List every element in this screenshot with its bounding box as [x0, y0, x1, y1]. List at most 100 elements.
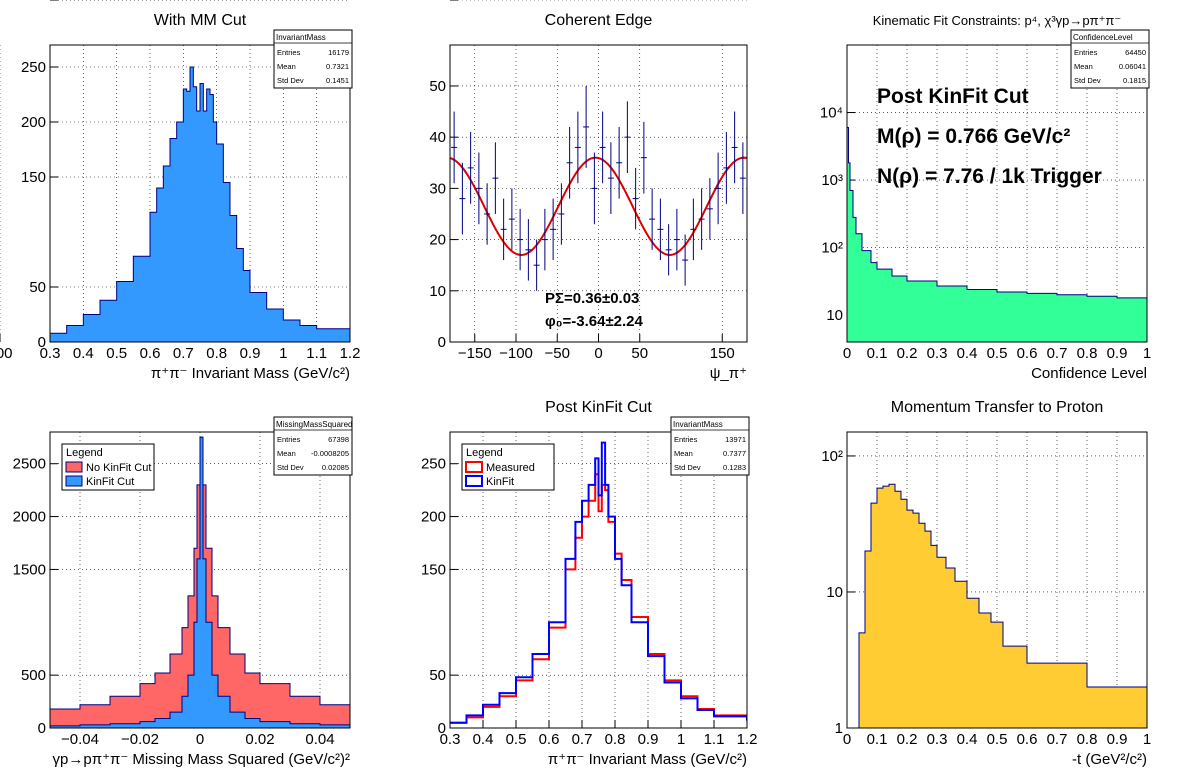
- histogram: [858, 483, 1147, 728]
- y-tick-label: 20: [429, 232, 446, 249]
- stats-value: 0.1451: [326, 76, 349, 85]
- histogram: [847, 127, 1147, 342]
- stats-label: Std Dev: [674, 463, 701, 472]
- x-tick-label: 0.04: [305, 731, 334, 748]
- y-tick-label: 150: [421, 561, 446, 578]
- y-tick-label: 250: [21, 59, 46, 76]
- y-tick-label: 40: [429, 129, 446, 146]
- x-tick-label: −50: [545, 345, 570, 362]
- x-tick-label: 100: [0, 345, 13, 362]
- x-tick-label: 1.2: [340, 345, 361, 362]
- x-axis-label: ψ_π⁺: [710, 365, 747, 382]
- x-tick-label: 0.7: [572, 731, 593, 748]
- y-tick-label: 1000: [13, 0, 46, 4]
- x-tick-label: 0.9: [638, 731, 659, 748]
- chart-title: Coherent Edge: [545, 12, 653, 29]
- stats-label: Mean: [277, 449, 296, 458]
- legend-swatch: [465, 461, 483, 473]
- y-tick-label: 10²: [821, 448, 843, 465]
- stats-box-title: InvariantMass: [673, 420, 723, 429]
- plot-area: [847, 127, 1147, 342]
- panel-6: 0 0.1 0.2 0.3 0.4 0.5 0.6 0.7 0.8 0.9 1 1 10 10² Momen…: [821, 399, 1151, 768]
- x-tick-label: 0.6: [1017, 345, 1038, 362]
- stats-value: 16179: [328, 48, 349, 57]
- stats-value: 0.06041: [1119, 62, 1146, 71]
- stats-label: Entries: [674, 435, 698, 444]
- y-tick-label: 2500: [13, 456, 46, 473]
- stats-value: 0.7321: [326, 62, 349, 71]
- plot-area: [858, 483, 1147, 728]
- stats-label: Std Dev: [277, 76, 304, 85]
- chart-title: Momentum Transfer to Proton: [891, 399, 1104, 416]
- y-tick-label: 2000: [13, 509, 46, 526]
- y-tick-label: 500: [21, 667, 46, 684]
- stats-value: 13971: [725, 435, 746, 444]
- x-axis-label: γp→pπ⁺π⁻ Missing Mass Squared (GeV/c²)²: [53, 751, 350, 768]
- x-tick-label: 0.6: [1017, 731, 1038, 748]
- legend-entry: KinFit: [486, 476, 514, 488]
- x-tick-label: −0.04: [61, 731, 99, 748]
- x-tick-label: 0.6: [539, 731, 560, 748]
- plot-area: [450, 441, 747, 724]
- legend-entry: KinFit Cut: [86, 476, 134, 488]
- stats-value: 0.7377: [723, 449, 746, 458]
- x-tick-label: 0.8: [605, 731, 626, 748]
- x-tick-label: 150: [710, 345, 735, 362]
- legend-title: Legend: [466, 447, 503, 459]
- stats-box: [273, 416, 353, 476]
- x-tick-label: 0.4: [73, 345, 94, 362]
- panel-5: 0.30.40.50.60.70.80.911.11.2050100150200…: [421, 0, 757, 768]
- y-tick-label: 100: [21, 0, 46, 4]
- y-tick-label: 0: [38, 720, 46, 737]
- x-axis-label: Confidence Level: [1031, 365, 1147, 382]
- chart-title: With MM Cut: [154, 12, 247, 29]
- legend-entry: No KinFit Cut: [86, 462, 151, 474]
- y-tick-label: 0: [38, 334, 46, 351]
- x-tick-label: 0: [843, 345, 851, 362]
- result-annotation: M(ρ) = 0.766 GeV/c²: [877, 125, 1070, 148]
- histogram-line-2: [450, 441, 747, 724]
- y-tick-label: 50: [429, 667, 446, 684]
- stats-label: Entries: [277, 48, 301, 57]
- x-tick-label: 0.7: [1047, 731, 1068, 748]
- x-tick-label: 0.6: [140, 345, 161, 362]
- y-tick-label: 10⁴: [820, 105, 843, 122]
- stats-label: Std Dev: [1074, 76, 1101, 85]
- legend-swatch: [65, 475, 83, 487]
- x-tick-label: 1.1: [306, 345, 327, 362]
- x-tick-label: 0.3: [927, 731, 948, 748]
- stats-value: 0.02085: [322, 463, 349, 472]
- x-tick-label: 50: [631, 345, 648, 362]
- x-axis-label: π⁺π⁻ Invariant Mass (GeV/c²): [548, 751, 747, 768]
- stats-label: Entries: [1074, 48, 1098, 57]
- x-tick-label: 0.8: [206, 345, 227, 362]
- x-tick-label: 1: [677, 731, 685, 748]
- x-tick-label: 0.5: [506, 731, 527, 748]
- x-tick-label: 0.8: [1077, 345, 1098, 362]
- fit-annotation: PΣ=0.36±0.03: [545, 290, 639, 307]
- x-tick-label: −100: [499, 345, 533, 362]
- y-tick-label: 1: [835, 720, 843, 737]
- x-tick-label: 0.2: [897, 345, 918, 362]
- chart-title: Kinematic Fit Constraints: p⁴, χ³γp→pπ⁺π…: [873, 13, 1122, 28]
- x-tick-label: 0.1: [867, 731, 888, 748]
- y-tick-label: 10: [429, 283, 446, 300]
- plot-border: [449, 431, 748, 729]
- stats-label: Mean: [277, 62, 296, 71]
- y-tick-label: 250: [421, 456, 446, 473]
- x-tick-label: 0: [196, 731, 204, 748]
- stats-label: Entries: [277, 435, 301, 444]
- plot-border: [846, 431, 1148, 729]
- x-tick-label: 0.9: [240, 345, 261, 362]
- y-tick-label: 0: [438, 720, 446, 737]
- x-tick-label: −150: [458, 345, 492, 362]
- stats-value: 0.1815: [1123, 76, 1146, 85]
- stats-label: Mean: [1074, 62, 1093, 71]
- x-axis-label: π⁺π⁻ Invariant Mass (GeV/c²): [151, 365, 350, 382]
- y-tick-label: 100: [421, 0, 446, 4]
- y-tick-label: 10: [826, 584, 843, 601]
- x-tick-label: 1: [1143, 345, 1151, 362]
- panel-4: −0.04−0.0200.020.0405001000150020002500γ…: [13, 0, 353, 768]
- x-tick-label: 0.5: [987, 345, 1008, 362]
